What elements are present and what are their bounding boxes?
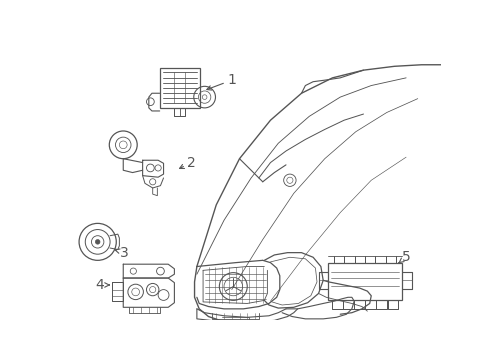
- Bar: [160, 68, 200, 108]
- Text: 5: 5: [402, 250, 411, 264]
- Text: 1: 1: [227, 73, 236, 87]
- Circle shape: [96, 239, 100, 244]
- Bar: [328, 263, 402, 300]
- Text: 2: 2: [187, 156, 196, 170]
- Text: 3: 3: [121, 246, 129, 260]
- Text: 4: 4: [96, 278, 104, 292]
